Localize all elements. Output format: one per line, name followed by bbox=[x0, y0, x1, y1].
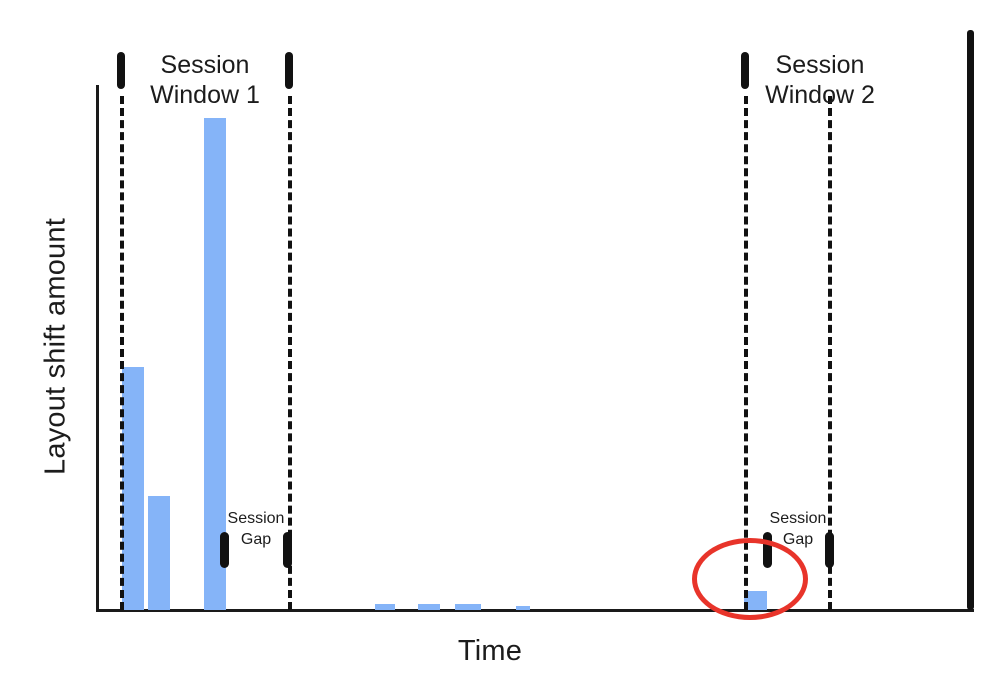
gap-2-right-marker bbox=[825, 532, 834, 568]
gap-1-left-marker bbox=[220, 532, 229, 568]
gap-1-label: Session Gap bbox=[227, 510, 285, 548]
window-1-start-marker bbox=[117, 52, 125, 89]
y-axis-title: Layout shift amount bbox=[39, 218, 72, 475]
bar-shift-4 bbox=[375, 604, 395, 610]
window-1-label: Session Window 1 bbox=[150, 51, 260, 109]
bar-shift-1 bbox=[122, 367, 144, 610]
x-axis-title: Time bbox=[457, 635, 523, 667]
window-1-end-marker bbox=[285, 52, 293, 89]
window-1-end-boundary bbox=[288, 96, 292, 610]
window-1-start-boundary bbox=[120, 96, 124, 610]
timeline-end-marker bbox=[967, 30, 974, 610]
bar-shift-7 bbox=[516, 606, 530, 610]
window-2-end-boundary bbox=[828, 96, 832, 610]
x-axis-line bbox=[96, 609, 974, 612]
window-2-start-marker bbox=[741, 52, 749, 89]
window-2-label: Session Window 2 bbox=[765, 51, 875, 109]
bar-shift-6 bbox=[455, 604, 481, 610]
bar-shift-5 bbox=[418, 604, 440, 610]
bar-shift-3 bbox=[204, 118, 226, 610]
window-2-start-boundary bbox=[744, 96, 748, 610]
bar-shift-2 bbox=[148, 496, 170, 610]
gap-2-label: Session Gap bbox=[769, 510, 827, 548]
gap-1-right-marker bbox=[283, 532, 292, 568]
y-axis-line bbox=[96, 85, 99, 612]
highlight-ellipse bbox=[692, 538, 808, 620]
